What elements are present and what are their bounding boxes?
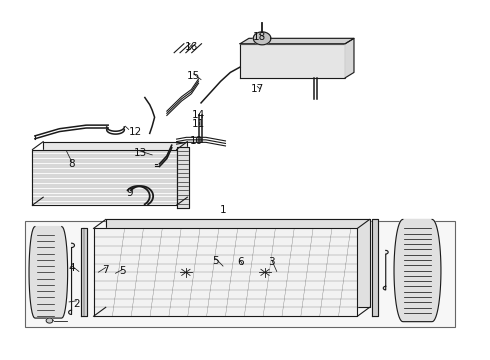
Text: 13: 13 xyxy=(133,148,147,158)
Text: 5: 5 xyxy=(212,256,219,266)
Polygon shape xyxy=(394,220,441,321)
Polygon shape xyxy=(46,318,53,323)
Text: 6: 6 xyxy=(237,257,244,267)
Bar xyxy=(25,221,455,327)
Text: 14: 14 xyxy=(192,111,205,121)
Polygon shape xyxy=(383,250,388,290)
Polygon shape xyxy=(43,141,187,197)
Polygon shape xyxy=(372,220,378,316)
Text: 12: 12 xyxy=(128,127,142,136)
Polygon shape xyxy=(345,39,354,78)
Text: 3: 3 xyxy=(269,257,275,267)
Polygon shape xyxy=(240,39,354,44)
Text: 17: 17 xyxy=(250,84,264,94)
Text: 2: 2 xyxy=(73,299,80,309)
Polygon shape xyxy=(81,228,87,316)
Text: 16: 16 xyxy=(185,42,198,52)
Text: 9: 9 xyxy=(127,188,133,198)
Polygon shape xyxy=(29,226,68,318)
Polygon shape xyxy=(32,149,176,205)
Text: 11: 11 xyxy=(192,120,205,129)
Text: 5: 5 xyxy=(120,266,126,276)
Polygon shape xyxy=(253,32,271,45)
Polygon shape xyxy=(94,228,357,316)
Text: 8: 8 xyxy=(68,159,75,169)
Polygon shape xyxy=(240,44,345,78)
Text: 7: 7 xyxy=(102,265,109,275)
Text: 4: 4 xyxy=(68,263,75,273)
Text: 15: 15 xyxy=(187,71,200,81)
Text: 1: 1 xyxy=(220,206,226,216)
Text: 18: 18 xyxy=(253,32,266,41)
Polygon shape xyxy=(69,243,74,315)
Polygon shape xyxy=(176,147,189,208)
Polygon shape xyxy=(106,220,369,307)
Text: 10: 10 xyxy=(190,136,203,145)
